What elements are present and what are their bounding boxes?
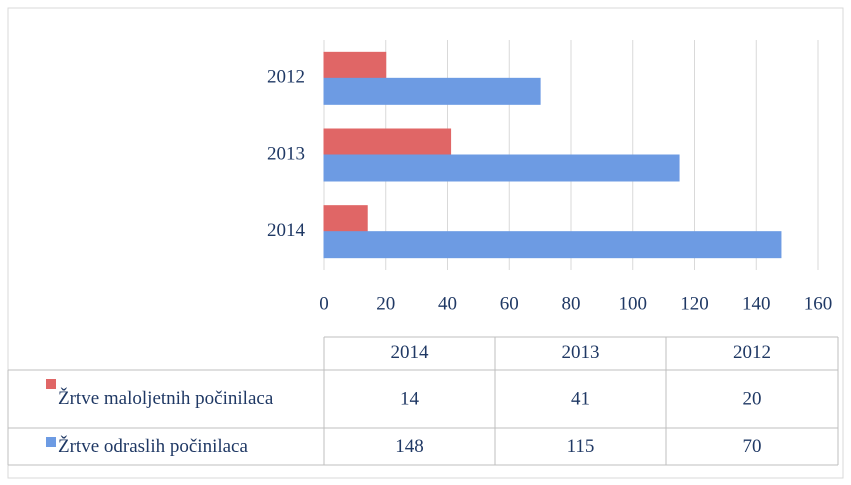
table-header: 2014 <box>391 342 430 363</box>
table-cell: 148 <box>395 436 424 457</box>
x-tick-label: 120 <box>680 293 709 314</box>
legend-swatch <box>46 379 56 389</box>
bar <box>323 205 368 233</box>
bar <box>323 128 452 156</box>
table-cell: 41 <box>571 388 590 409</box>
x-tick-label: 0 <box>319 293 329 314</box>
legend-label: Žrtve maloljetnih počinilaca <box>58 388 274 409</box>
bar <box>323 154 680 182</box>
bar <box>323 51 387 79</box>
table-cell: 14 <box>400 388 420 409</box>
table-cell: 20 <box>743 388 762 409</box>
x-tick-label: 80 <box>562 293 581 314</box>
table-header: 2012 <box>733 342 771 363</box>
x-tick-label: 40 <box>438 293 457 314</box>
legend-entry: Žrtve odraslih počinilaca <box>10 430 322 463</box>
x-tick-label: 60 <box>500 293 519 314</box>
x-tick-label: 140 <box>742 293 771 314</box>
y-tick-label: 2012 <box>267 67 305 88</box>
legend-cell: Žrtve maloljetnih počinilaca <box>10 372 322 426</box>
y-tick-label: 2014 <box>267 220 306 241</box>
legend-entry: Žrtve maloljetnih počinilaca <box>10 372 322 426</box>
bar <box>323 77 541 105</box>
table-cell: 70 <box>743 436 762 457</box>
table-header: 2013 <box>562 342 600 363</box>
x-tick-label: 20 <box>376 293 395 314</box>
legend-cell: Žrtve odraslih počinilaca <box>10 430 322 463</box>
legend-swatch <box>46 437 56 447</box>
bar <box>323 231 782 259</box>
x-tick-label: 160 <box>804 293 833 314</box>
legend-label: Žrtve odraslih počinilaca <box>58 435 248 457</box>
table-cell: 115 <box>567 436 595 457</box>
y-tick-label: 2013 <box>267 143 305 164</box>
x-tick-label: 100 <box>619 293 648 314</box>
